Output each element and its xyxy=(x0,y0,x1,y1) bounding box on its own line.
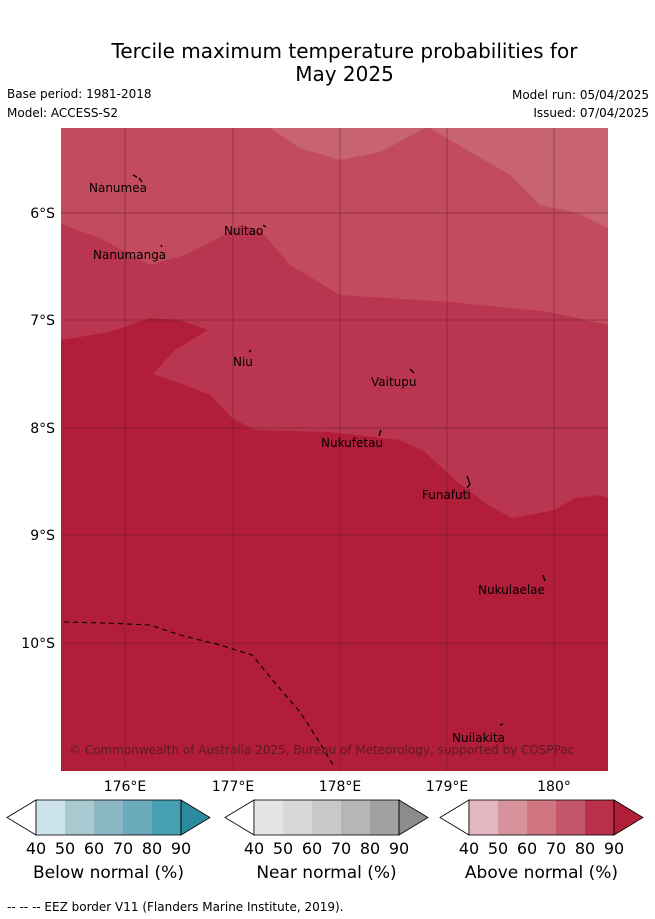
label-nanumanga: Nanumanga xyxy=(93,248,166,262)
island-nuitao xyxy=(262,224,267,228)
colorbar-above-bin-40 xyxy=(469,800,498,835)
colorbar-above-tick: 40 xyxy=(459,839,479,858)
colorbar-near: 40 50 60 70 80 90 xyxy=(224,799,429,858)
colorbar-above-tick: 90 xyxy=(604,839,624,858)
colorbar-above-bin-70 xyxy=(556,800,585,835)
colorbar-above-title: Above normal (%) xyxy=(464,863,619,883)
colorbar-below-tick: 40 xyxy=(26,839,46,858)
label-funafuti: Funafuti xyxy=(422,488,471,502)
model-run-date: Model run: 05/04/2025 xyxy=(511,88,649,102)
colorbar-below-bin-60 xyxy=(94,800,123,835)
colorbar-below-bin-40 xyxy=(36,800,65,835)
island-nanumanga xyxy=(160,244,163,248)
colorbar-below-bin-50 xyxy=(65,800,94,835)
colorbars: 40 50 60 70 80 90 40 50 60 70 80 90 40 50 60 70 80 90 xyxy=(6,799,644,858)
colorbar-below: 40 50 60 70 80 90 xyxy=(6,799,211,858)
label-nukulaelae: Nukulaelae xyxy=(478,583,545,597)
map-title: Tercile maximum temperature probabilitie… xyxy=(0,40,655,86)
y-tick-8s: 8°S xyxy=(30,421,55,437)
band-60-70-northeast xyxy=(430,128,608,228)
colorbar-below-tick: 50 xyxy=(55,839,75,858)
colorbar-above: 40 50 60 70 80 90 xyxy=(439,799,644,858)
label-nuilakita: Nuilakita xyxy=(452,731,505,745)
island-niu xyxy=(248,349,252,353)
eez-border xyxy=(63,621,336,769)
island-nukulaelae xyxy=(542,574,546,582)
islands xyxy=(132,174,546,726)
map-title-line2: May 2025 xyxy=(295,62,394,86)
colorbar-near-over xyxy=(398,799,429,836)
colorbar-near-tick: 80 xyxy=(360,839,380,858)
colorbar-near-under xyxy=(224,799,255,836)
graticule xyxy=(61,128,608,771)
x-tick-179e: 179°E xyxy=(426,779,469,795)
eez-footnote: -- -- -- EEZ border V11 (Flanders Marine… xyxy=(7,900,344,914)
x-tick-180: 180° xyxy=(537,779,571,795)
y-tick-7s: 7°S xyxy=(30,313,55,329)
colorbar-near-bin-70 xyxy=(341,800,370,835)
label-vaitupu: Vaitupu xyxy=(371,375,417,389)
colorbar-below-tick: 90 xyxy=(171,839,191,858)
colorbar-near-bin-80 xyxy=(370,800,399,835)
island-nanumea xyxy=(132,174,143,183)
y-tick-9s: 9°S xyxy=(30,528,55,544)
island-nukufetau xyxy=(378,429,382,437)
y-axis-labels: 6°S 7°S 8°S 9°S 10°S xyxy=(21,206,55,652)
issued-date: Issued: 07/04/2025 xyxy=(533,106,649,120)
model-name: Model: ACCESS-S2 xyxy=(7,106,119,120)
colorbar-above-tick: 60 xyxy=(517,839,537,858)
label-nanumea: Nanumea xyxy=(89,181,147,195)
band-90-plus xyxy=(61,318,608,771)
colorbar-above-bin-50 xyxy=(498,800,527,835)
probability-fill xyxy=(61,128,608,771)
colorbar-above-outline xyxy=(468,799,615,836)
colorbar-below-tick: 70 xyxy=(113,839,133,858)
copyright-notice: © Commonwealth of Australia 2025, Bureau… xyxy=(69,743,574,757)
base-period: Base period: 1981-2018 xyxy=(7,87,152,101)
colorbar-near-tick: 70 xyxy=(331,839,351,858)
colorbar-near-tick: 40 xyxy=(244,839,264,858)
colorbar-below-outline xyxy=(35,799,182,836)
colorbar-above-bin-80 xyxy=(585,800,614,835)
island-funafuti xyxy=(466,475,471,489)
colorbar-below-tick: 60 xyxy=(84,839,104,858)
colorbar-below-tick: 80 xyxy=(142,839,162,858)
island-vaitupu xyxy=(409,368,415,374)
colorbar-near-tick: 60 xyxy=(302,839,322,858)
colorbar-above-tick: 50 xyxy=(488,839,508,858)
colorbar-below-over xyxy=(180,799,211,836)
island-nuilakita xyxy=(499,723,504,726)
colorbar-below-title: Below normal (%) xyxy=(33,863,184,883)
colorbar-below-bin-70 xyxy=(123,800,152,835)
colorbar-near-tick: 90 xyxy=(389,839,409,858)
colorbar-above-tick: 70 xyxy=(546,839,566,858)
colorbar-above-over xyxy=(613,799,644,836)
band-60-70-north xyxy=(270,128,425,160)
colorbar-above-tick: 80 xyxy=(575,839,595,858)
colorbar-near-title: Near normal (%) xyxy=(256,863,397,883)
colorbar-near-tick: 50 xyxy=(273,839,293,858)
colorbar-near-bin-40 xyxy=(254,800,283,835)
colorbar-near-bin-60 xyxy=(312,800,341,835)
colorbar-above-under xyxy=(439,799,470,836)
y-tick-10s: 10°S xyxy=(21,636,55,652)
map-title-line1: Tercile maximum temperature probabilitie… xyxy=(111,39,578,63)
label-niu: Niu xyxy=(233,355,253,369)
x-tick-176e: 176°E xyxy=(104,779,147,795)
x-axis-labels: 176°E 177°E 178°E 179°E 180° xyxy=(104,779,571,795)
label-nukufetau: Nukufetau xyxy=(321,436,383,450)
colorbar-below-bin-80 xyxy=(152,800,181,835)
colorbar-near-bin-50 xyxy=(283,800,312,835)
place-labels: Nanumea Nuitao Nanumanga Niu Vaitupu Nuk… xyxy=(89,181,545,745)
y-tick-6s: 6°S xyxy=(30,206,55,222)
colorbar-below-under xyxy=(6,799,37,836)
label-nuitao: Nuitao xyxy=(224,224,263,238)
colorbar-near-outline xyxy=(253,799,400,836)
colorbar-above-bin-60 xyxy=(527,800,556,835)
x-tick-177e: 177°E xyxy=(212,779,255,795)
x-tick-178e: 178°E xyxy=(319,779,362,795)
